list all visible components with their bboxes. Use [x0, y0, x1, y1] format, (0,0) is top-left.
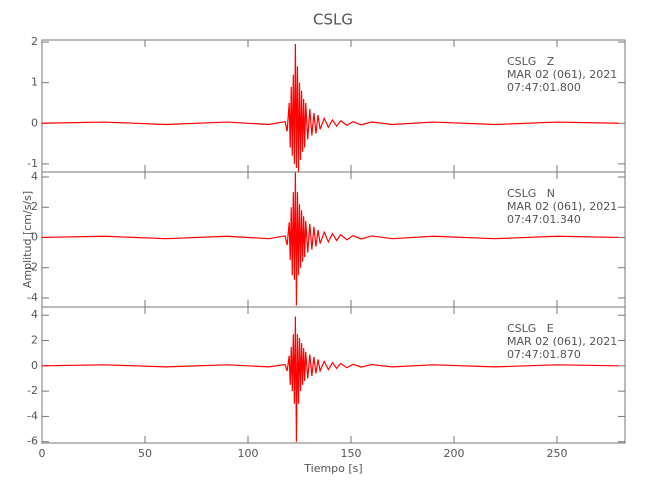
y-tick-label: 4 [31, 170, 38, 183]
waveform [41, 172, 619, 306]
annotation: CSLG N [507, 187, 555, 200]
y-tick-label: -1 [27, 157, 38, 170]
annotation: 07:47:01.870 [507, 348, 581, 361]
y-tick-label: 0 [31, 230, 38, 243]
y-tick-label: -4 [27, 291, 38, 304]
annotation: CSLG E [507, 322, 554, 335]
annotation: MAR 02 (061), 2021 [507, 68, 617, 81]
annotation: MAR 02 (061), 2021 [507, 335, 617, 348]
x-tick-label: 100 [238, 447, 259, 460]
x-tick-label: 150 [341, 447, 362, 460]
waveform [41, 44, 619, 173]
waveform [41, 316, 619, 442]
y-tick-label: 2 [31, 334, 38, 347]
annotation: 07:47:01.800 [507, 81, 581, 94]
x-tick-label: 250 [547, 447, 568, 460]
x-tick-label: 0 [39, 447, 46, 460]
y-tick-label: 2 [31, 35, 38, 48]
y-tick-label: -4 [27, 409, 38, 422]
x-axis-label: Tiempo [s] [303, 462, 362, 475]
annotation: CSLG Z [507, 55, 555, 68]
y-tick-label: -2 [27, 261, 38, 274]
x-tick-label: 200 [444, 447, 465, 460]
y-tick-label: 4 [31, 308, 38, 321]
y-tick-label: -2 [27, 384, 38, 397]
y-tick-label: 0 [31, 359, 38, 372]
panel-frame [41, 306, 626, 444]
y-tick-label: 2 [31, 200, 38, 213]
annotation: 07:47:01.340 [507, 213, 581, 226]
y-tick-label: 1 [31, 76, 38, 89]
y-tick-label: -6 [27, 435, 38, 448]
chart-title: CSLG [313, 11, 353, 29]
annotation: MAR 02 (061), 2021 [507, 200, 617, 213]
x-tick-label: 50 [138, 447, 152, 460]
y-axis-label: Amplitud [cm/s/s] [21, 191, 34, 288]
y-tick-label: 0 [31, 116, 38, 129]
